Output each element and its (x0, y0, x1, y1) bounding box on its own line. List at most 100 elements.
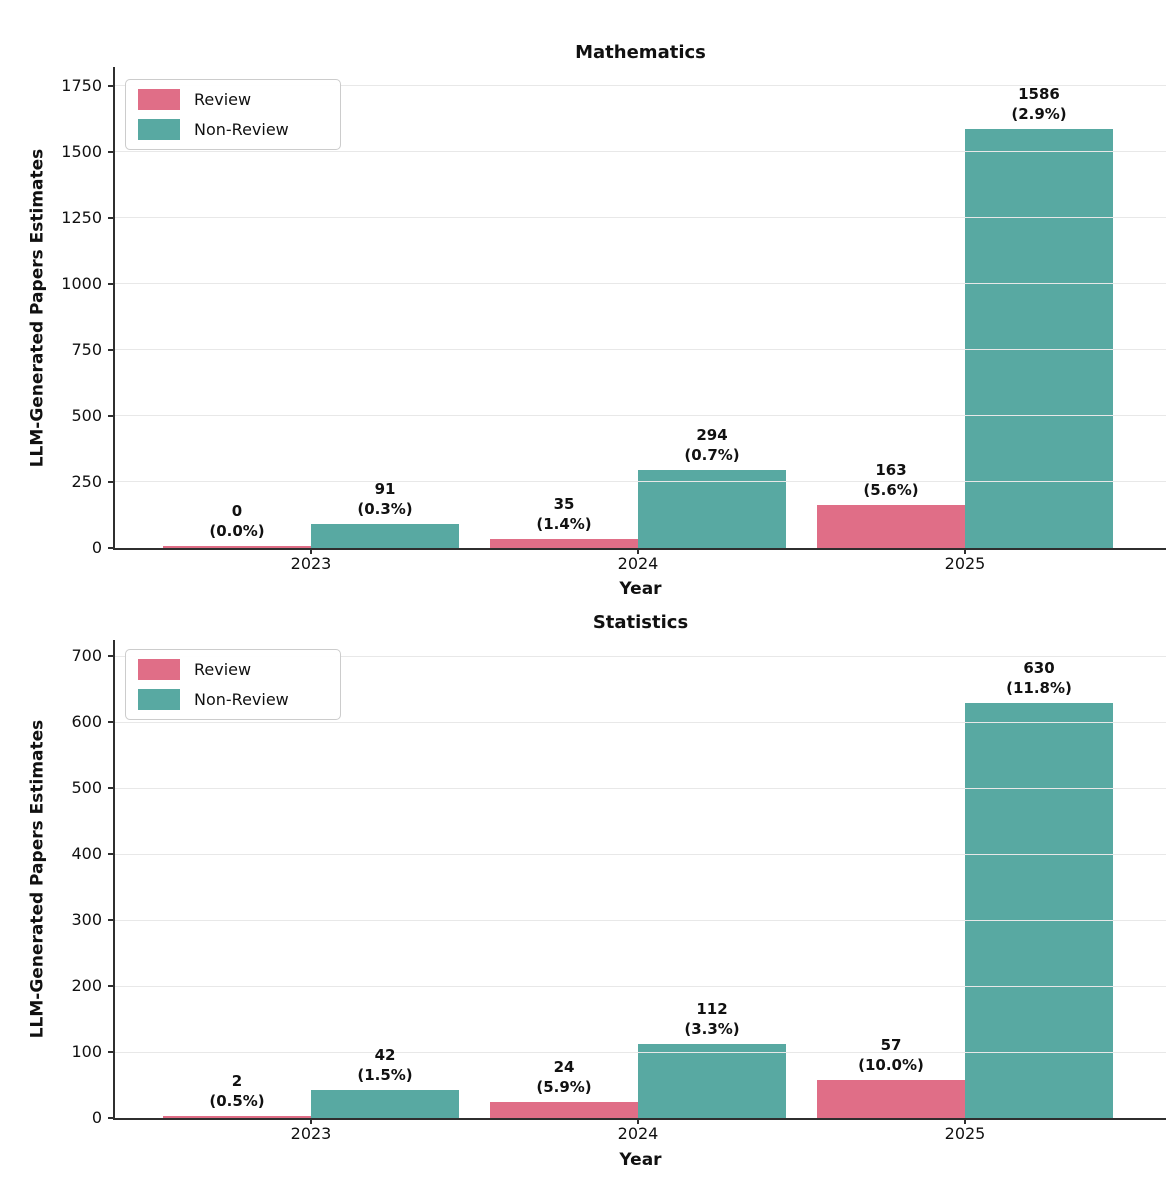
y-tick (108, 150, 115, 153)
legend-label-review: Review (194, 660, 252, 679)
gridline (115, 283, 1166, 285)
y-axis-label-statistics: LLM-Generated Papers Estimates (27, 719, 48, 1039)
legend-label-review: Review (194, 90, 252, 109)
bar-percentage: (3.3%) (684, 1020, 740, 1039)
bar-value-label: 24 (5.9%) (490, 1057, 638, 1097)
bar-non-review-2023 (311, 523, 459, 548)
bar-value-label: 42 (1.5%) (311, 1045, 459, 1085)
bar-non-review-2023 (311, 1090, 459, 1118)
chart-title-mathematics: Mathematics (575, 42, 706, 63)
bar-value: 42 (374, 1046, 396, 1065)
gridline (115, 217, 1166, 219)
bar-value-label: 1586 (2.9%) (965, 84, 1113, 124)
y-tick-label: 0 (91, 538, 102, 557)
x-tick (964, 1118, 966, 1124)
bar-percentage: (1.5%) (357, 1066, 413, 1085)
bar-percentage: (1.4%) (536, 514, 592, 533)
legend-label-non-review: Non-Review (194, 690, 289, 709)
legend-swatch-non-review-icon (138, 119, 180, 140)
y-tick (108, 919, 115, 922)
y-axis-spine (113, 640, 115, 1120)
bar-percentage: (0.3%) (357, 499, 413, 518)
x-tick (964, 548, 966, 554)
gridline (115, 919, 1166, 921)
y-tick-label: 0 (91, 1108, 102, 1127)
y-tick-label: 1000 (61, 273, 102, 293)
chart-title-statistics: Statistics (592, 612, 689, 633)
bar-review-2025 (817, 504, 965, 548)
gridline (115, 655, 1166, 657)
bar-value: 35 (553, 494, 575, 513)
y-tick (108, 1051, 115, 1054)
bar-value: 91 (374, 479, 396, 498)
y-tick (108, 721, 115, 724)
y-tick-label: 250 (71, 471, 102, 491)
y-tick-label: 700 (71, 646, 102, 666)
x-tick-label: 2023 (290, 554, 332, 573)
y-tick (108, 216, 115, 219)
x-axis-spine (113, 548, 1166, 550)
bar-non-review-2025 (965, 128, 1113, 548)
y-axis-spine (113, 67, 115, 550)
bar-value: 630 (1023, 658, 1055, 677)
y-tick-label: 100 (71, 1042, 102, 1062)
x-tick-label: 2024 (617, 1124, 659, 1143)
gridline (115, 481, 1166, 483)
bar-value-label: 163 (5.6%) (817, 460, 965, 500)
x-tick-label: 2024 (617, 554, 659, 573)
y-tick-label: 400 (71, 844, 102, 864)
y-tick-label: 300 (71, 910, 102, 930)
x-tick (637, 548, 639, 554)
bar-value-label: 294 (0.7%) (638, 425, 786, 465)
y-tick-label: 200 (71, 976, 102, 996)
legend-label-non-review: Non-Review (194, 120, 289, 139)
y-tick-label: 500 (71, 405, 102, 425)
gridline (115, 1051, 1166, 1053)
bar-value: 163 (875, 460, 907, 479)
bar-value: 1586 (1018, 84, 1060, 103)
x-tick (310, 1118, 312, 1124)
bar-value: 294 (696, 426, 728, 445)
bar-value-label: 57 (10.0%) (817, 1035, 965, 1075)
legend-item-non-review: Non-Review (138, 119, 328, 140)
x-tick (310, 548, 312, 554)
y-tick-label: 1500 (61, 141, 102, 161)
y-tick (108, 655, 115, 658)
bar-non-review-2024 (638, 1044, 786, 1118)
bar-value-label: 0 (0.0%) (163, 501, 311, 541)
bar-value-label: 35 (1.4%) (490, 494, 638, 534)
y-tick-label: 600 (71, 712, 102, 732)
legend-mathematics: Review Non-Review (125, 79, 341, 150)
y-tick (108, 414, 115, 417)
legend-item-non-review: Non-Review (138, 689, 328, 710)
x-tick-label: 2023 (290, 1124, 332, 1143)
bar-value-label: 630 (11.8%) (965, 658, 1113, 698)
bar-percentage: (10.0%) (858, 1056, 924, 1075)
bar-percentage: (2.9%) (1011, 104, 1067, 123)
bar-percentage: (0.7%) (684, 446, 740, 465)
y-tick (108, 1117, 115, 1119)
y-tick (108, 480, 115, 483)
bar-value: 57 (880, 1036, 902, 1055)
y-tick (108, 985, 115, 988)
legend-item-review: Review (138, 659, 328, 680)
bar-percentage: (0.0%) (209, 522, 265, 540)
y-tick (108, 787, 115, 790)
bar-non-review-2024 (638, 470, 786, 548)
gridline (115, 85, 1166, 86)
x-axis-label-statistics: Year (619, 1150, 662, 1170)
x-tick-label: 2025 (944, 554, 986, 573)
y-tick-label: 1250 (61, 207, 102, 227)
y-tick (108, 84, 115, 87)
y-tick (108, 547, 115, 549)
bar-percentage: (5.6%) (863, 480, 919, 499)
gridline (115, 415, 1166, 417)
y-tick-label: 750 (71, 339, 102, 359)
bar-non-review-2025 (965, 702, 1113, 1118)
gridline (115, 787, 1166, 789)
x-tick (637, 1118, 639, 1124)
y-axis-label-mathematics: LLM-Generated Papers Estimates (27, 148, 48, 468)
x-axis-spine (113, 1118, 1166, 1120)
bar-review-2023 (163, 546, 311, 548)
bar-value-label: 112 (3.3%) (638, 999, 786, 1039)
